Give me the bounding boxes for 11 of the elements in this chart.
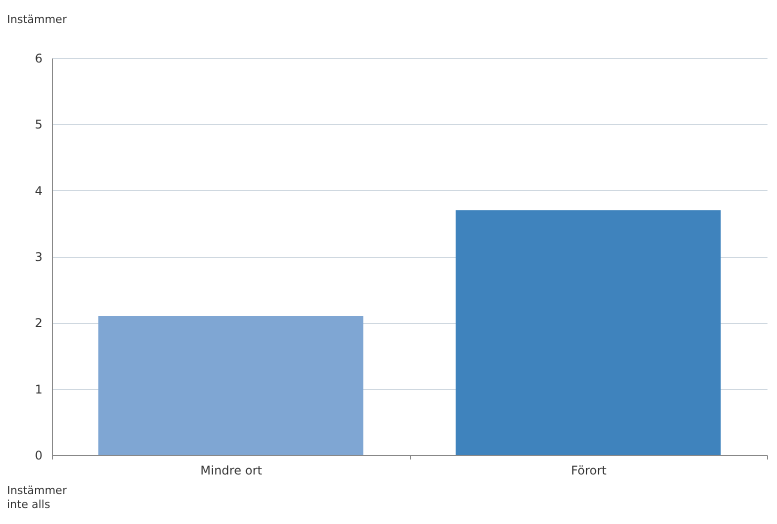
- y-tick-label: 2: [34, 316, 42, 330]
- y-axis-title: Instämmer: [7, 13, 68, 26]
- y-tick-label: 1: [34, 382, 42, 396]
- y-tick-label: 6: [34, 52, 42, 66]
- x-tick-label: Förort: [571, 464, 607, 478]
- text: Instämmer inte alls: [7, 484, 68, 511]
- x-tick-label: Mindre ort: [200, 464, 262, 478]
- y-tick-label: 3: [34, 250, 42, 264]
- y-tick-label: 4: [34, 184, 42, 198]
- y-tick-label: 0: [34, 448, 42, 462]
- y-tick-label: 5: [34, 118, 42, 132]
